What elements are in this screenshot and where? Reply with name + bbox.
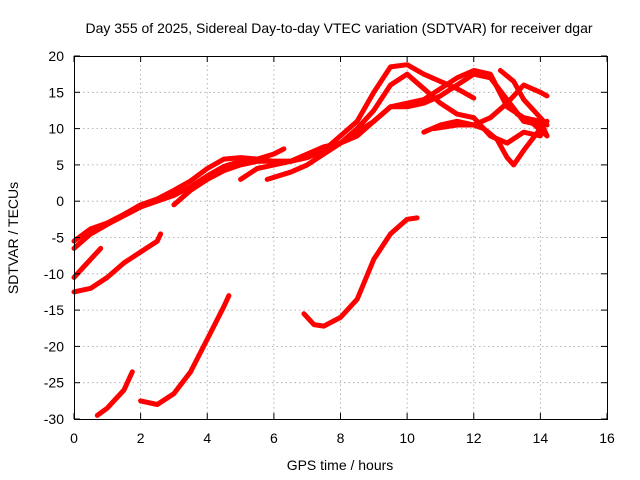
series-line-arc-13 xyxy=(138,293,232,407)
y-tick-label: -25 xyxy=(44,375,64,391)
series-line-arc-9 xyxy=(514,111,550,139)
x-tick-label: 10 xyxy=(399,430,415,446)
series-line-arc-12 xyxy=(94,369,135,418)
x-tick-label: 4 xyxy=(203,430,211,446)
series-line-arc-7 xyxy=(431,82,550,132)
x-tick-label: 14 xyxy=(533,430,549,446)
x-tick-label: 0 xyxy=(70,430,78,446)
x-tick-label: 12 xyxy=(466,430,482,446)
y-tick-label: -15 xyxy=(44,302,64,318)
series-line-arc-10 xyxy=(71,245,104,280)
y-tick-label: -30 xyxy=(44,411,64,427)
series-line-arc-6 xyxy=(421,118,550,168)
grid-lines xyxy=(74,56,607,419)
y-tick-label: 5 xyxy=(56,157,64,173)
y-tick-label: -5 xyxy=(52,230,65,246)
y-axis-label: SDTVAR / TECUs xyxy=(5,182,21,294)
x-tick-label: 2 xyxy=(137,430,145,446)
series-line-arc-5 xyxy=(264,68,550,182)
y-tick-labels: -30 -25 -20 -15 -10 -5 0 5 10 15 20 xyxy=(44,48,64,427)
x-tick-label: 16 xyxy=(599,430,615,446)
data-series xyxy=(71,62,550,418)
y-tick-label: -10 xyxy=(44,266,64,282)
chart-title: Day 355 of 2025, Sidereal Day-to-day VTE… xyxy=(85,20,592,36)
x-tick-label: 6 xyxy=(270,430,278,446)
axis-ticks xyxy=(73,55,608,420)
y-tick-label: 20 xyxy=(48,48,64,64)
x-tick-labels: 0 2 4 6 8 10 12 14 16 xyxy=(70,430,615,446)
x-axis-label: GPS time / hours xyxy=(287,457,394,473)
y-tick-label: 10 xyxy=(48,121,64,137)
series-line-arc-11 xyxy=(71,231,164,295)
y-tick-label: -20 xyxy=(44,338,64,354)
series-line-arc-14 xyxy=(301,215,420,329)
y-tick-label: 15 xyxy=(48,84,64,100)
x-tick-label: 8 xyxy=(337,430,345,446)
y-tick-label: 0 xyxy=(56,193,64,209)
series-line-arc-8 xyxy=(497,68,550,128)
